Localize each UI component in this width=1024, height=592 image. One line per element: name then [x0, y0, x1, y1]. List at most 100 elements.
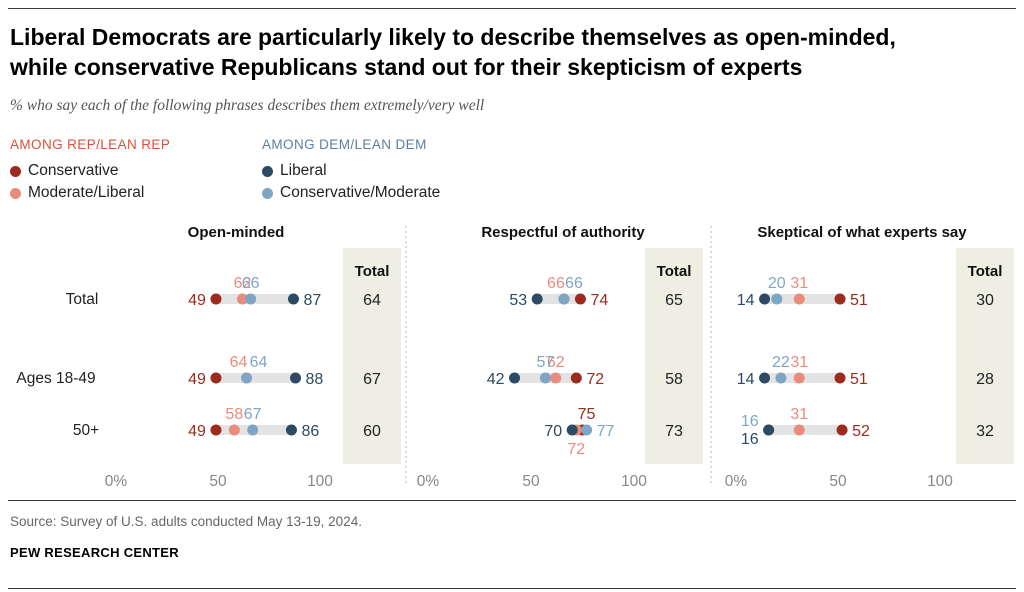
data-label-conservative: 49 — [188, 423, 206, 440]
total-column-header: Total — [355, 263, 390, 280]
data-point-liberal — [531, 293, 543, 305]
data-label-conservative: 49 — [188, 371, 206, 388]
data-label-conservative: 51 — [850, 292, 868, 309]
data-point-conservative-moderate — [581, 424, 593, 436]
data-point-moderate-liberal — [793, 293, 805, 305]
legend-label-moderate-liberal: Moderate/Liberal — [28, 184, 145, 201]
data-label-liberal: 53 — [509, 292, 527, 309]
chart-subtitle: % who say each of the following phrases … — [10, 97, 485, 114]
data-point-conservative-moderate — [539, 372, 551, 384]
row-label: 50+ — [73, 422, 99, 439]
data-label-conservative: 49 — [188, 292, 206, 309]
bottom-rule — [8, 588, 1016, 589]
data-point-conservative-moderate — [241, 372, 253, 384]
data-label-liberal: 14 — [737, 371, 755, 388]
data-point-conservative — [836, 424, 848, 436]
panel-title: Open-minded — [188, 224, 285, 241]
data-point-conservative — [834, 372, 846, 384]
data-point-conservative-moderate — [558, 293, 570, 305]
top-rule — [8, 8, 1016, 9]
data-point-liberal — [287, 293, 299, 305]
data-point-liberal — [566, 424, 578, 436]
total-column-header: Total — [657, 263, 692, 280]
data-label-conservative-moderate: 57 — [537, 354, 555, 371]
legend-conservative-dot-icon — [10, 166, 21, 177]
total-value: 60 — [363, 423, 381, 440]
data-label-moderate-liberal: 31 — [790, 354, 808, 371]
organization-name: PEW RESEARCH CENTER — [10, 545, 179, 560]
panel-title: Respectful of authority — [481, 224, 645, 241]
total-value: 30 — [976, 292, 994, 309]
data-label-moderate-liberal: 64 — [230, 354, 248, 371]
data-label-conservative-moderate: 20 — [768, 275, 786, 292]
data-label-conservative: 75 — [578, 406, 596, 423]
data-point-liberal — [290, 372, 302, 384]
data-point-conservative-moderate — [247, 424, 259, 436]
data-point-moderate-liberal — [236, 293, 248, 305]
chart-title-line-2: while conservative Republicans stand out… — [10, 54, 803, 80]
legend-conservative-moderate-dot-icon — [262, 188, 273, 199]
data-label-liberal: 42 — [487, 371, 505, 388]
data-label-liberal: 87 — [303, 292, 321, 309]
data-label-conservative: 74 — [590, 292, 608, 309]
total-value: 67 — [363, 371, 381, 388]
data-label-conservative-moderate: 22 — [772, 354, 790, 371]
data-label-moderate-liberal: 31 — [790, 406, 808, 423]
data-point-liberal — [759, 372, 771, 384]
total-value: 28 — [976, 371, 994, 388]
row-label: Total — [66, 291, 99, 308]
data-point-conservative-moderate — [245, 293, 257, 305]
data-point-conservative-moderate — [775, 372, 787, 384]
data-point-conservative — [834, 293, 846, 305]
legend-label-liberal: Liberal — [280, 162, 327, 179]
data-label-moderate-liberal: 66 — [547, 275, 565, 292]
data-label-moderate-liberal: 72 — [567, 441, 585, 458]
data-label-liberal: 14 — [737, 292, 755, 309]
data-point-conservative — [574, 293, 586, 305]
axis-tick-label: 50 — [209, 473, 227, 490]
total-column-header: Total — [968, 263, 1003, 280]
axis-tick-label: 100 — [927, 473, 953, 490]
legend-liberal-dot-icon — [262, 166, 273, 177]
data-point-moderate-liberal — [550, 372, 562, 384]
axis-tick-label: 0% — [725, 473, 748, 490]
axis-tick-label: 0% — [417, 473, 440, 490]
total-value: 32 — [976, 423, 994, 440]
data-point-liberal — [759, 293, 771, 305]
data-point-liberal — [509, 372, 521, 384]
data-label-conservative-moderate: 67 — [244, 406, 262, 423]
data-label-moderate-liberal: 62 — [234, 275, 252, 292]
data-point-conservative — [210, 293, 222, 305]
data-label-liberal: 86 — [301, 423, 319, 440]
data-point-moderate-liberal — [793, 372, 805, 384]
data-label-conservative-moderate: 64 — [250, 354, 268, 371]
data-label-conservative: 51 — [850, 371, 868, 388]
legend-label-conservative: Conservative — [28, 162, 119, 179]
data-label-conservative-moderate: 66 — [565, 275, 583, 292]
data-point-conservative — [210, 424, 222, 436]
data-point-conservative — [570, 372, 582, 384]
data-label-conservative-moderate: 77 — [597, 423, 615, 440]
middle-rule — [8, 500, 1016, 501]
data-label-moderate-liberal: 31 — [790, 275, 808, 292]
total-column-band — [645, 248, 703, 464]
data-label-conservative: 72 — [586, 371, 604, 388]
data-point-moderate-liberal — [793, 424, 805, 436]
data-label-conservative: 52 — [852, 423, 870, 440]
legend-heading-rep: AMONG REP/LEAN REP — [10, 137, 171, 152]
range-bar — [215, 373, 296, 383]
legend-heading-dem: AMONG DEM/LEAN DEM — [262, 137, 427, 152]
data-point-liberal — [285, 424, 297, 436]
axis-tick-label: 100 — [621, 473, 647, 490]
panel-title: Skeptical of what experts say — [757, 224, 967, 241]
legend-label-conservative-moderate: Conservative/Moderate — [280, 184, 441, 201]
data-label-conservative-moderate: 66 — [242, 275, 260, 292]
data-label-liberal: 70 — [544, 423, 562, 440]
data-label-moderate-liberal: 58 — [225, 406, 243, 423]
data-label-conservative-moderate: 16 — [741, 413, 759, 430]
total-value: 73 — [665, 423, 683, 440]
data-point-liberal — [763, 424, 775, 436]
source-note: Source: Survey of U.S. adults conducted … — [10, 514, 362, 529]
total-column-band — [956, 248, 1014, 464]
total-column-band — [343, 248, 401, 464]
